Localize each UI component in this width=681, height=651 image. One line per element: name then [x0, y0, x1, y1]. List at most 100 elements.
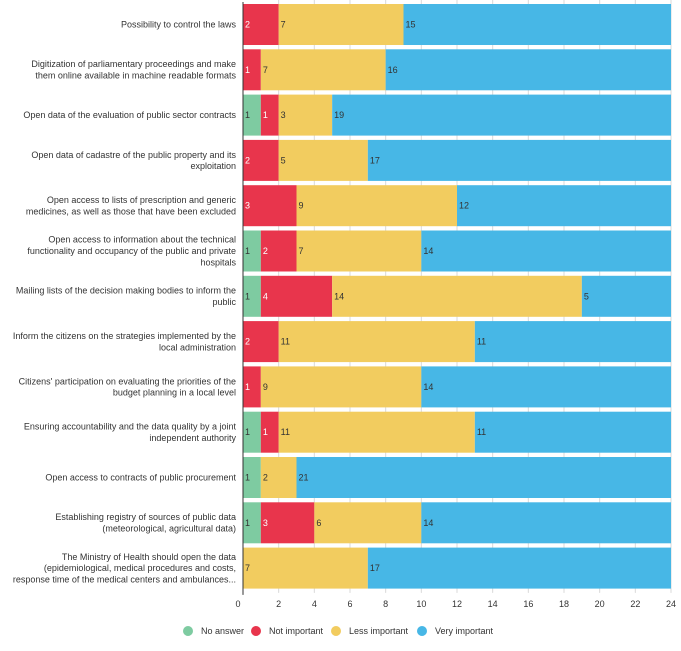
bar-segment [243, 366, 261, 408]
bars: 2 7 151 7 161 1 3 192 5 173 9 121 2 7 141 4 14 52 11 111 9 14… [243, 4, 671, 589]
data-label: 1 [245, 65, 250, 75]
legend-item[interactable]: Not important [251, 626, 324, 636]
bar-segment [367, 547, 671, 589]
bar-segment [260, 230, 297, 272]
data-label: 1 [245, 291, 250, 301]
bar-segment [278, 411, 475, 453]
data-label: 17 [370, 563, 380, 573]
data-label: 16 [388, 65, 398, 75]
data-label: 4 [263, 291, 268, 301]
category-label: Mailing lists of the decision making bod… [16, 286, 237, 307]
bar-segment [385, 49, 671, 91]
legend-label: No answer [201, 626, 244, 636]
data-label: 3 [281, 110, 286, 120]
bar-segment [260, 457, 297, 498]
bar-segment [367, 139, 671, 181]
x-tick-label: 12 [452, 599, 462, 609]
data-label: 2 [245, 155, 250, 165]
category-label: Possibility to control the laws [121, 20, 237, 30]
data-label: 5 [281, 155, 286, 165]
data-label: 7 [245, 563, 250, 573]
category-label: Establishing registry of sources of publ… [55, 512, 236, 533]
data-label: 3 [263, 518, 268, 528]
bar-segment [243, 94, 261, 136]
data-label: 14 [334, 291, 344, 301]
bar-segment [474, 411, 671, 453]
x-tick-label: 8 [383, 599, 388, 609]
bar-segment [278, 321, 475, 363]
data-label: 9 [299, 201, 304, 211]
x-tick-label: 18 [559, 599, 569, 609]
bar-segment [243, 547, 368, 589]
category-label: Open data of the evaluation of public se… [23, 110, 236, 120]
category-label: Open access to lists of prescription and… [26, 195, 237, 216]
data-label: 7 [299, 246, 304, 256]
bar-segment [296, 457, 671, 498]
data-label: 11 [477, 427, 486, 437]
bar-segment [421, 502, 671, 544]
data-label: 2 [263, 473, 268, 483]
data-label: 9 [263, 382, 268, 392]
data-label: 1 [245, 473, 250, 483]
data-label: 1 [245, 427, 250, 437]
data-label: 5 [584, 291, 589, 301]
legend-item[interactable]: No answer [183, 626, 244, 636]
data-label: 2 [263, 246, 268, 256]
x-tick-label: 20 [595, 599, 605, 609]
data-label: 1 [245, 518, 250, 528]
data-label: 14 [423, 518, 433, 528]
data-label: 7 [281, 20, 286, 30]
category-label: The Ministry of Health should open the d… [13, 552, 236, 585]
legend: No answer Not important Less important Very… [183, 626, 494, 636]
data-label: 2 [245, 20, 250, 30]
data-label: 7 [263, 65, 268, 75]
bar-segment [421, 366, 671, 408]
legend-marker [251, 626, 261, 636]
bar-segment [260, 366, 422, 408]
legend-marker [417, 626, 427, 636]
bar-segment [278, 4, 404, 45]
x-tick-label: 22 [630, 599, 640, 609]
category-label: Citizens' participation on evaluating th… [19, 376, 236, 397]
bar-segment [243, 139, 279, 181]
category-label: Open access to information about the tec… [27, 235, 236, 268]
data-label: 1 [245, 382, 250, 392]
bar-segment [243, 230, 261, 272]
data-label: 21 [299, 473, 309, 483]
bar-segment [314, 502, 422, 544]
bar-segment [332, 94, 671, 136]
legend-item[interactable]: Very important [417, 626, 494, 636]
legend-item[interactable]: Less important [331, 626, 409, 636]
x-tick-label: 10 [416, 599, 426, 609]
bar-segment [581, 275, 671, 317]
x-tick-label: 6 [347, 599, 352, 609]
x-tick-label: 24 [666, 599, 676, 609]
data-label: 15 [406, 20, 416, 30]
bar-segment [243, 185, 297, 227]
data-label: 14 [423, 382, 433, 392]
data-label: 11 [281, 427, 290, 437]
bar-segment [243, 457, 261, 498]
bar-segment [260, 94, 279, 136]
bar-segment [260, 49, 386, 91]
category-label: Open access to contracts of public procu… [45, 473, 236, 483]
bar-segment [278, 139, 368, 181]
bar-segment [403, 4, 671, 45]
data-label: 17 [370, 155, 380, 165]
bar-segment [243, 4, 279, 45]
x-tick-label: 14 [488, 599, 498, 609]
data-label: 14 [423, 246, 433, 256]
legend-label: Less important [349, 626, 409, 636]
x-tick-label: 16 [523, 599, 533, 609]
bar-segment [457, 185, 671, 227]
bar-segment [474, 321, 671, 363]
category-labels: Possibility to control the laws Digitizat… [13, 20, 237, 585]
category-label: Ensuring accountability and the data qua… [24, 422, 237, 443]
data-label: 11 [281, 337, 290, 347]
legend-label: Very important [435, 626, 494, 636]
bar-segment [260, 275, 333, 317]
data-label: 2 [245, 337, 250, 347]
data-label: 19 [334, 110, 344, 120]
category-label: Digitization of parliamentary proceeding… [31, 59, 236, 80]
bar-segment [332, 275, 582, 317]
